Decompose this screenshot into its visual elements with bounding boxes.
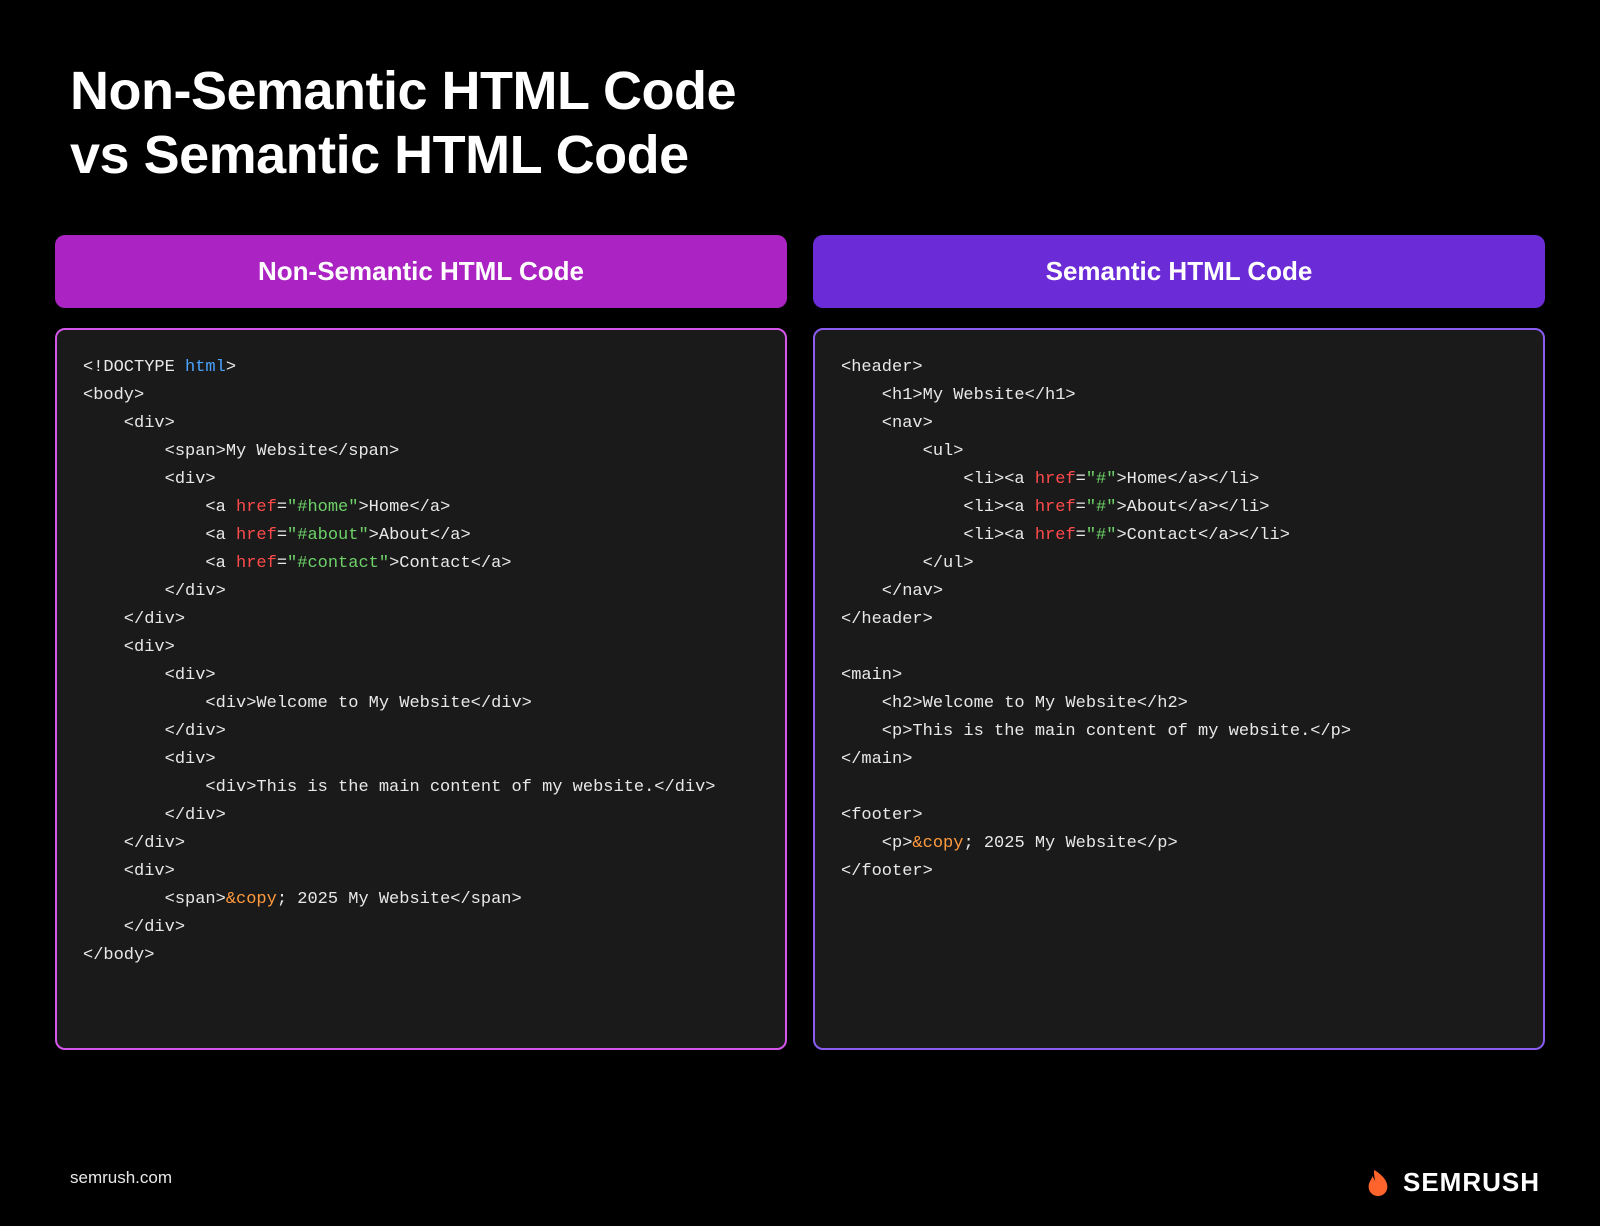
title-line-1: Non-Semantic HTML Code — [70, 61, 736, 121]
comparison-panels: Non-Semantic HTML Code <!DOCTYPE html> <… — [0, 187, 1600, 1050]
brand-logo: SEMRUSH — [1363, 1167, 1540, 1198]
title-line-2: vs Semantic HTML Code — [70, 125, 689, 185]
flame-icon — [1363, 1168, 1393, 1198]
panel-body-right: <header> <h1>My Website</h1> <nav> <ul> … — [813, 328, 1545, 1050]
code-block-right: <header> <h1>My Website</h1> <nav> <ul> … — [841, 354, 1517, 886]
panel-header-left: Non-Semantic HTML Code — [55, 235, 787, 308]
code-block-left: <!DOCTYPE html> <body> <div> <span>My We… — [83, 354, 759, 970]
page-title: Non-Semantic HTML Code vs Semantic HTML … — [0, 0, 1600, 187]
panel-body-left: <!DOCTYPE html> <body> <div> <span>My We… — [55, 328, 787, 1050]
brand-text: SEMRUSH — [1403, 1167, 1540, 1198]
footer-url: semrush.com — [70, 1168, 172, 1188]
panel-semantic: Semantic HTML Code <header> <h1>My Websi… — [813, 235, 1545, 1050]
panel-header-right: Semantic HTML Code — [813, 235, 1545, 308]
panel-non-semantic: Non-Semantic HTML Code <!DOCTYPE html> <… — [55, 235, 787, 1050]
